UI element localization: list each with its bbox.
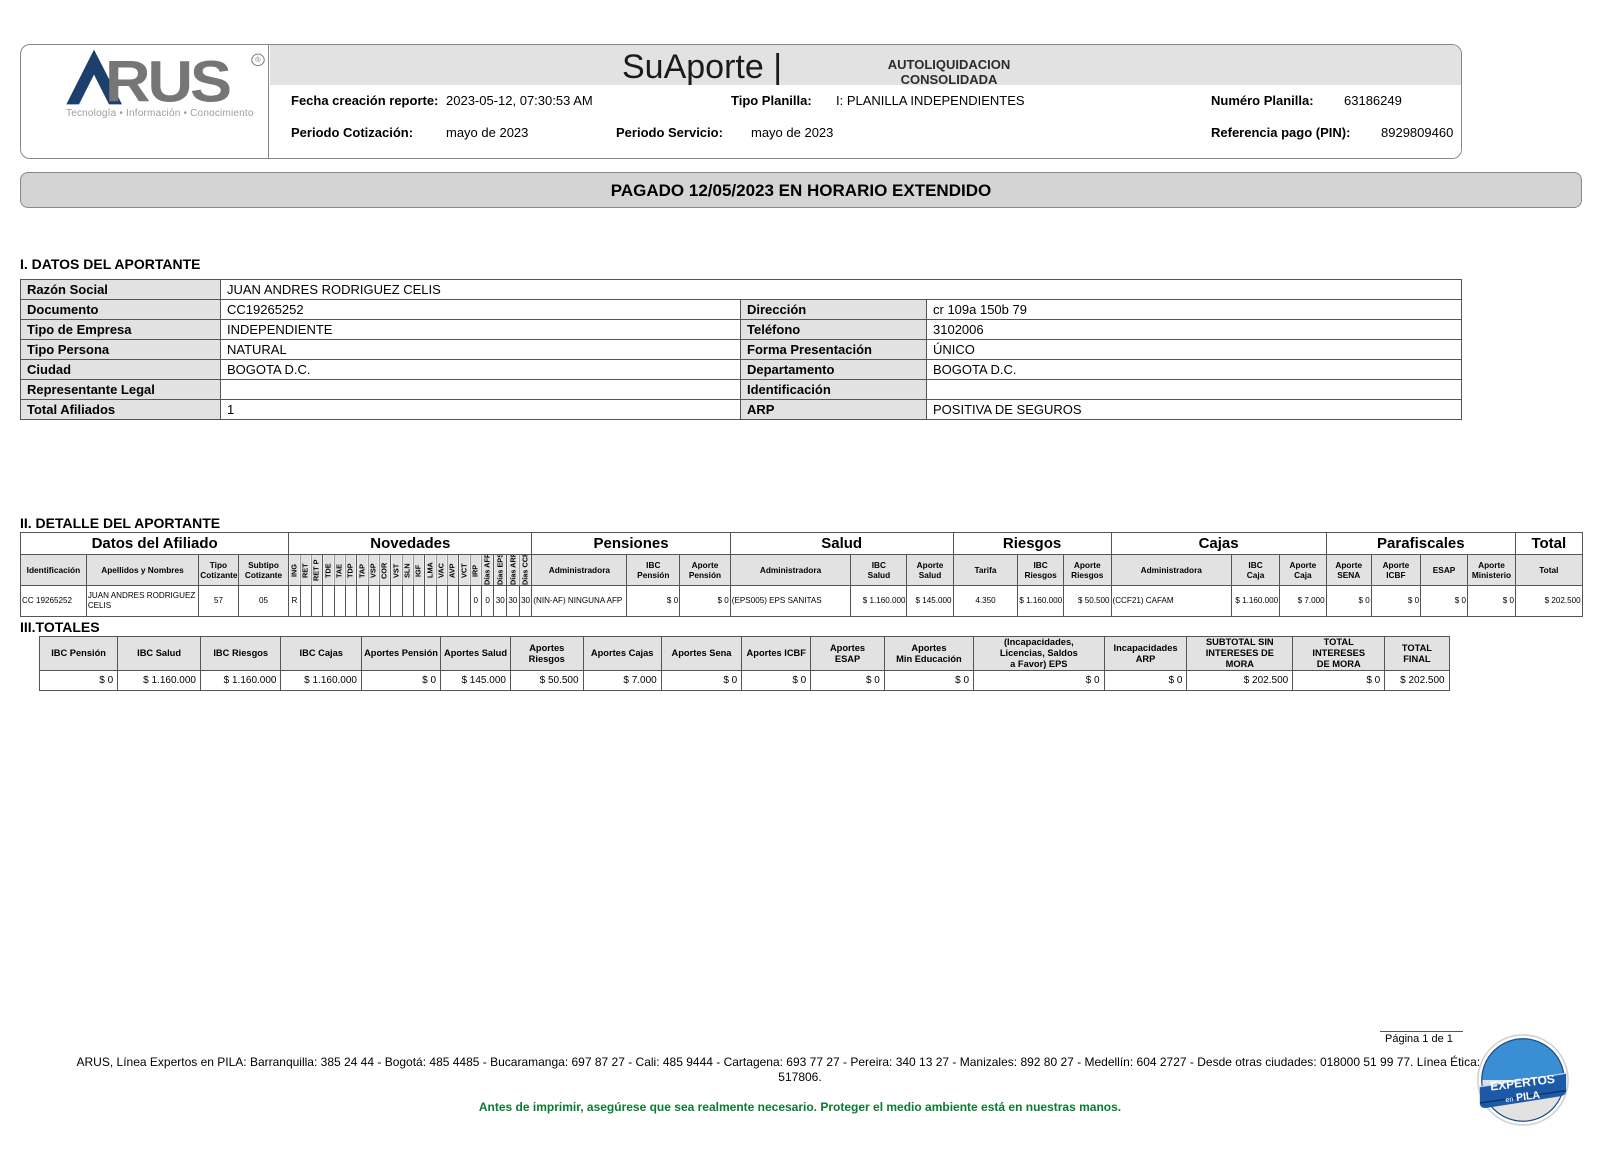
svg-text:RUS: RUS — [105, 49, 230, 114]
svg-text:®: ® — [255, 56, 261, 65]
